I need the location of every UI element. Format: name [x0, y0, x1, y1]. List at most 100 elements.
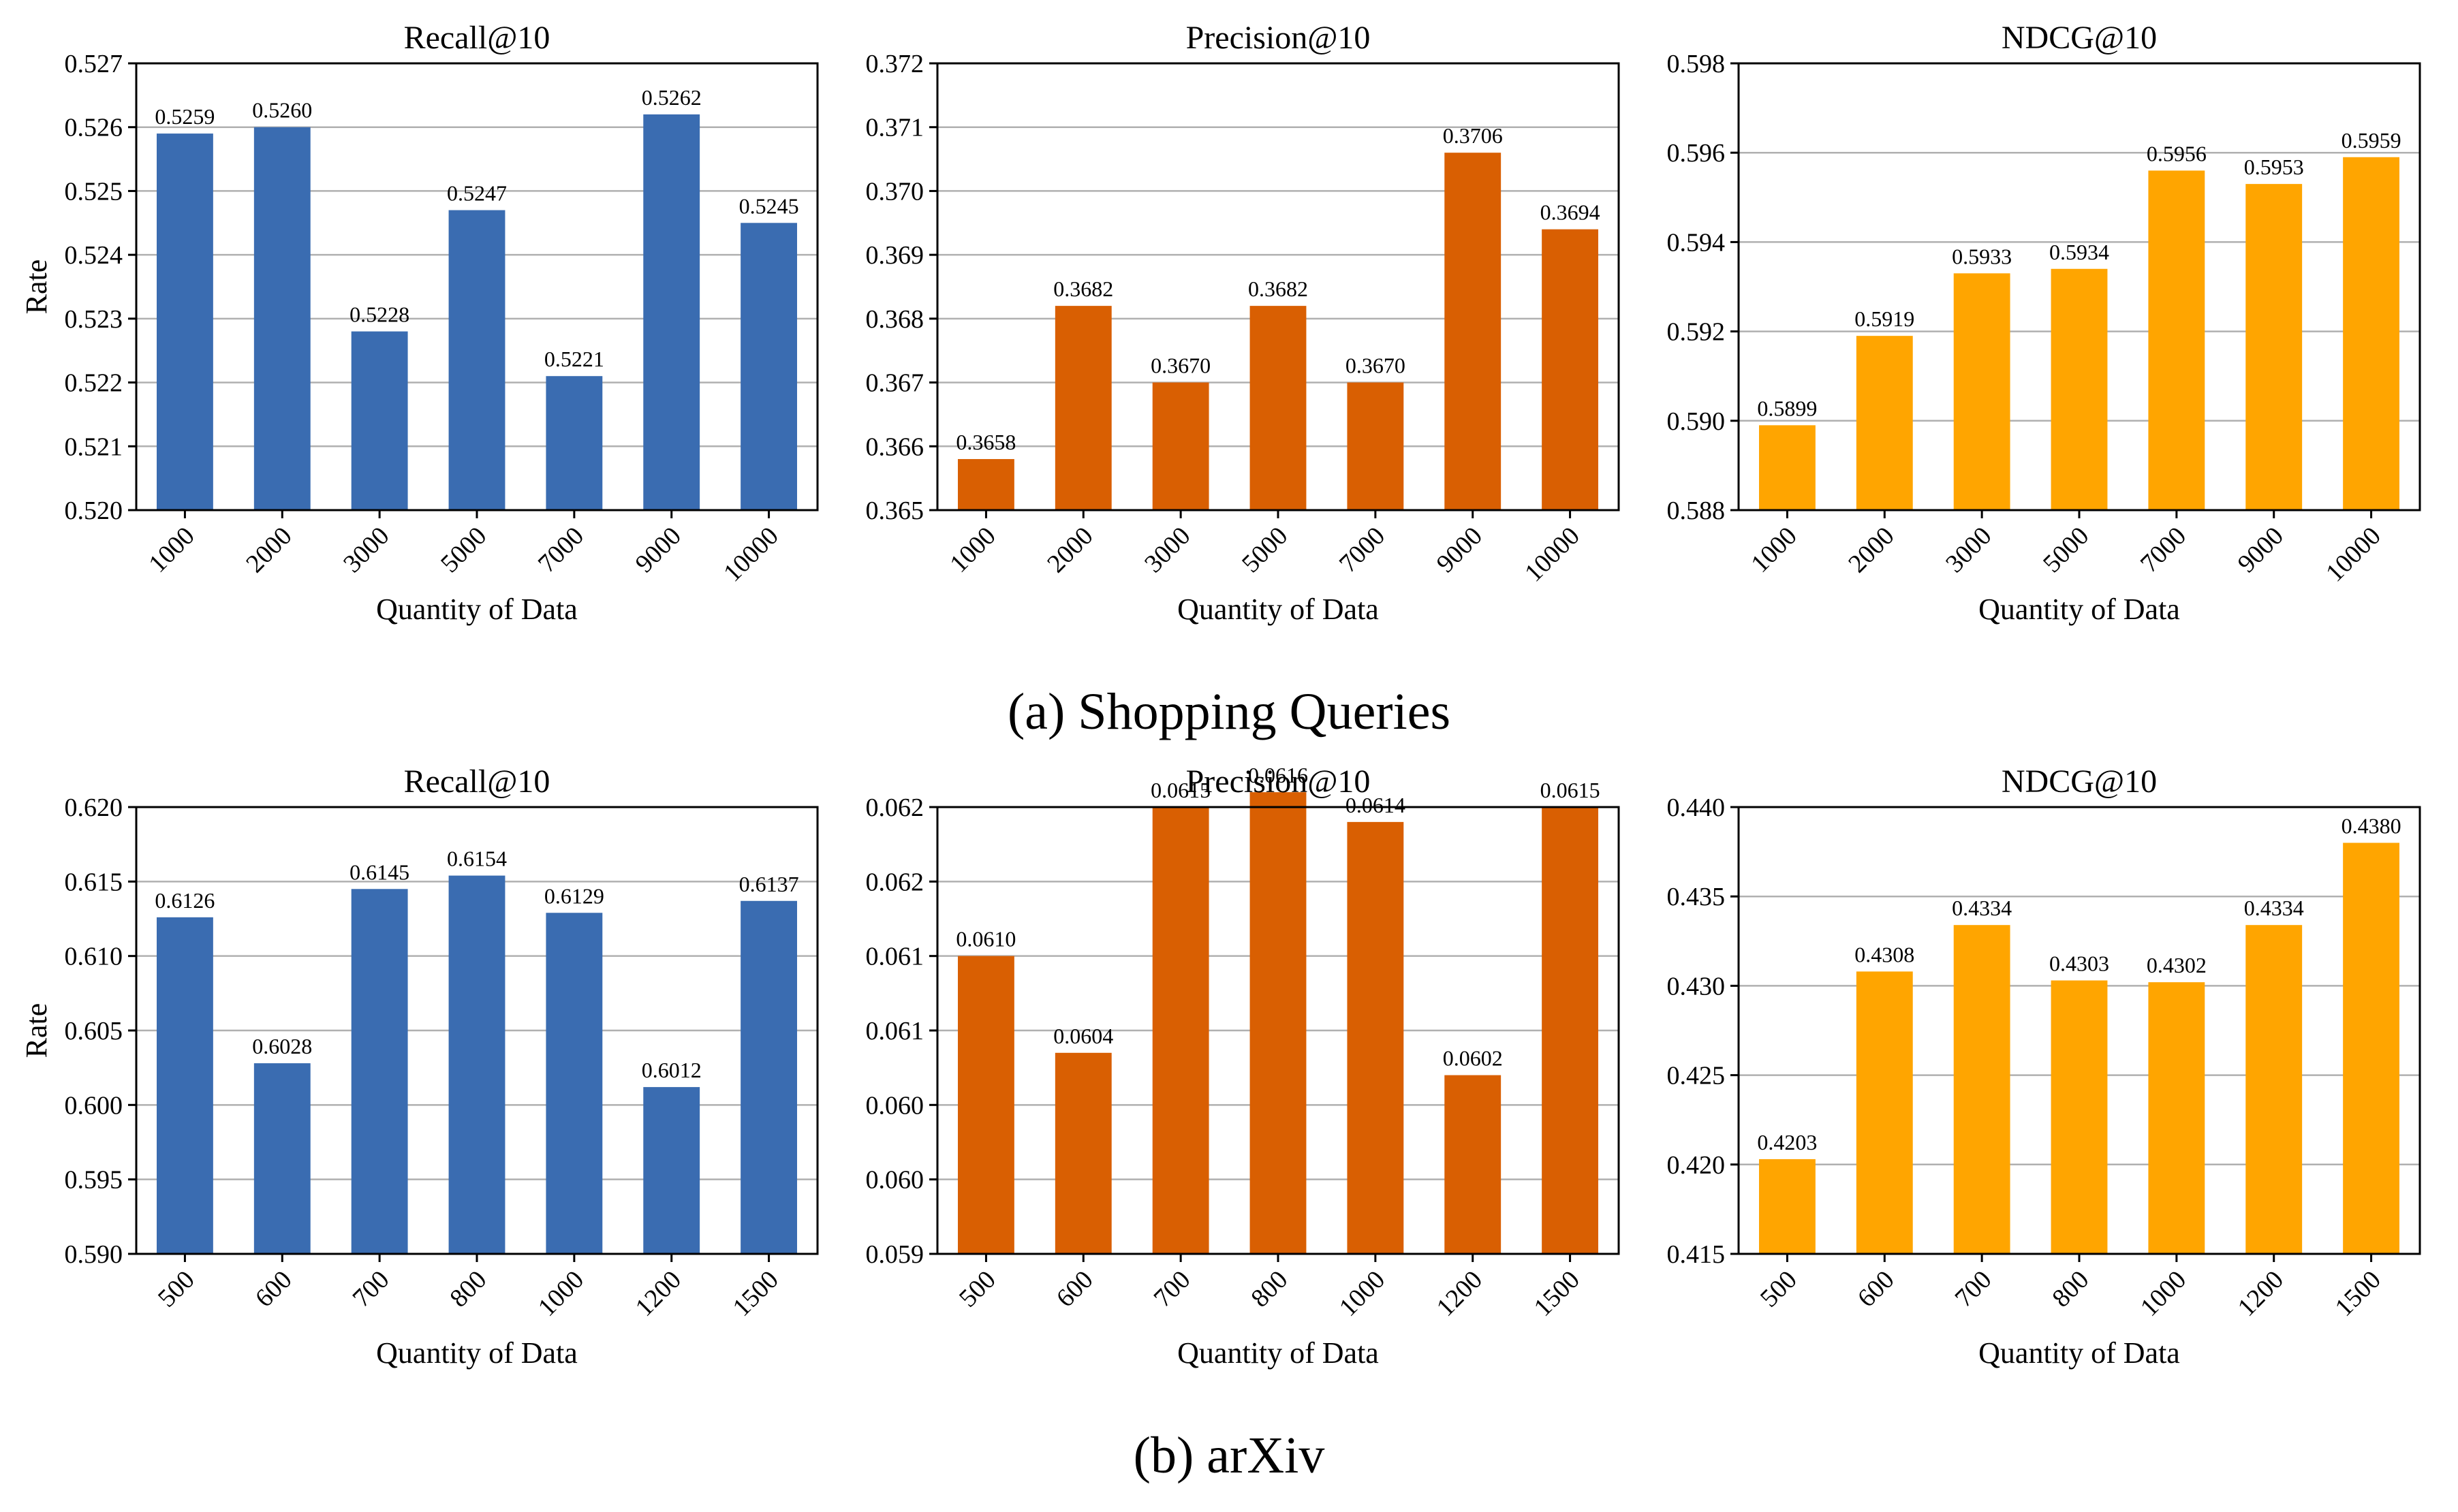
y-tick-label: 0.062	[866, 793, 924, 822]
data-label: 0.3670	[1345, 353, 1405, 378]
x-tick-label: 800	[1245, 1265, 1293, 1313]
y-tick-label: 0.592	[1667, 318, 1726, 347]
data-label: 0.3694	[1540, 200, 1600, 225]
x-tick-label: 600	[1852, 1265, 1900, 1313]
bar	[546, 376, 603, 510]
x-tick-label: 1500	[1528, 1265, 1585, 1322]
data-label: 0.5953	[2244, 155, 2304, 179]
x-tick-label: 1000	[533, 1265, 589, 1322]
x-tick-label: 700	[1149, 1265, 1196, 1313]
data-label: 0.5221	[544, 347, 604, 371]
data-label: 0.5262	[642, 85, 702, 110]
x-tick-label: 1500	[727, 1265, 783, 1322]
y-tick-label: 0.059	[866, 1240, 924, 1269]
chart-title: Precision@10	[1186, 20, 1371, 56]
chart-1: 0.3658 0.3682 0.3670 0.3682 0.3670 0.3706 0.36…	[866, 20, 1620, 626]
y-tick-label: 0.596	[1667, 139, 1726, 168]
x-tick-label: 7000	[1334, 522, 1390, 578]
bar	[1759, 425, 1816, 510]
x-tick-label: 5000	[1236, 522, 1293, 578]
x-tick-label: 7000	[2135, 522, 2192, 578]
data-label: 0.0615	[1540, 778, 1600, 802]
data-label: 0.4334	[1952, 896, 2012, 920]
bar	[2343, 842, 2399, 1254]
bar	[2148, 982, 2205, 1254]
y-tick-label: 0.435	[1667, 883, 1726, 911]
bar	[741, 223, 797, 510]
bar	[1444, 1075, 1502, 1254]
x-tick-label: 1200	[1431, 1265, 1488, 1322]
bar	[1152, 382, 1209, 510]
y-axis-label: Rate	[20, 259, 53, 315]
y-tick-label: 0.526	[65, 114, 123, 142]
y-tick-label: 0.365	[866, 497, 924, 525]
y-tick-label: 0.595	[65, 1166, 123, 1195]
bar	[1347, 821, 1404, 1254]
chart-title: Precision@10	[1186, 763, 1371, 800]
y-tick-label: 0.590	[1667, 407, 1726, 436]
bar	[351, 331, 408, 510]
y-tick-label: 0.522	[65, 369, 123, 398]
x-tick-label: 3000	[1940, 522, 1997, 578]
bar	[741, 900, 797, 1254]
bar	[2343, 157, 2399, 510]
y-axis-label: Rate	[20, 1003, 53, 1058]
x-tick-label: 700	[347, 1265, 395, 1313]
x-tick-label: 500	[954, 1265, 1001, 1313]
bar	[1152, 807, 1209, 1254]
data-label: 0.5959	[2342, 128, 2401, 153]
bar	[253, 1063, 311, 1254]
y-tick-label: 0.590	[65, 1240, 123, 1269]
charts-layer: 0.5259 0.5260 0.5228 0.5247 0.5221 0.5262 0.52…	[20, 20, 2421, 1370]
bar	[958, 956, 1014, 1254]
data-label: 0.5247	[447, 181, 507, 206]
bar	[1055, 306, 1112, 510]
y-tick-label: 0.370	[866, 177, 924, 206]
x-axis-label: Quantity of Data	[376, 593, 578, 626]
data-label: 0.0615	[1151, 778, 1211, 802]
y-tick-label: 0.430	[1667, 972, 1726, 1001]
chart-0: 0.5259 0.5260 0.5228 0.5247 0.5221 0.5262 0.52…	[20, 20, 819, 626]
x-tick-label: 3000	[1139, 522, 1196, 578]
bar	[2051, 268, 2108, 510]
y-tick-label: 0.420	[1667, 1151, 1726, 1180]
bar	[1444, 153, 1502, 510]
x-tick-label: 2000	[240, 522, 297, 578]
data-label: 0.5228	[349, 302, 409, 327]
data-label: 0.0604	[1053, 1024, 1113, 1048]
bar	[2148, 170, 2205, 510]
y-tick-label: 0.372	[866, 50, 924, 78]
bar	[1542, 807, 1598, 1254]
y-tick-label: 0.594	[1667, 228, 1726, 257]
y-tick-label: 0.061	[866, 943, 924, 971]
chart-title: NDCG@10	[2002, 20, 2157, 56]
x-tick-label: 500	[153, 1265, 200, 1313]
x-tick-label: 1000	[1334, 1265, 1390, 1322]
data-label: 0.4302	[2147, 953, 2207, 977]
y-tick-label: 0.368	[866, 305, 924, 334]
data-label: 0.0614	[1345, 793, 1405, 817]
bar	[2051, 980, 2108, 1254]
y-tick-label: 0.367	[866, 369, 924, 398]
bar	[2245, 925, 2303, 1254]
bar	[157, 133, 213, 511]
bar	[1347, 382, 1404, 510]
x-tick-label: 1000	[944, 522, 1001, 578]
x-tick-label: 800	[2047, 1265, 2094, 1313]
bar	[157, 917, 213, 1254]
bar	[2245, 184, 2303, 510]
bar	[351, 889, 408, 1254]
bar	[448, 210, 505, 510]
bar	[253, 127, 311, 510]
data-label: 0.6012	[642, 1058, 702, 1082]
y-tick-label: 0.440	[1667, 793, 1726, 822]
bar	[1249, 306, 1307, 510]
data-label: 0.5259	[155, 104, 215, 129]
data-label: 0.5899	[1757, 396, 1817, 420]
x-tick-label: 7000	[533, 522, 589, 578]
bar	[1953, 925, 2010, 1254]
x-axis-label: Quantity of Data	[1978, 593, 2180, 626]
x-tick-label: 1000	[2135, 1265, 2192, 1322]
y-tick-label: 0.525	[65, 177, 123, 206]
